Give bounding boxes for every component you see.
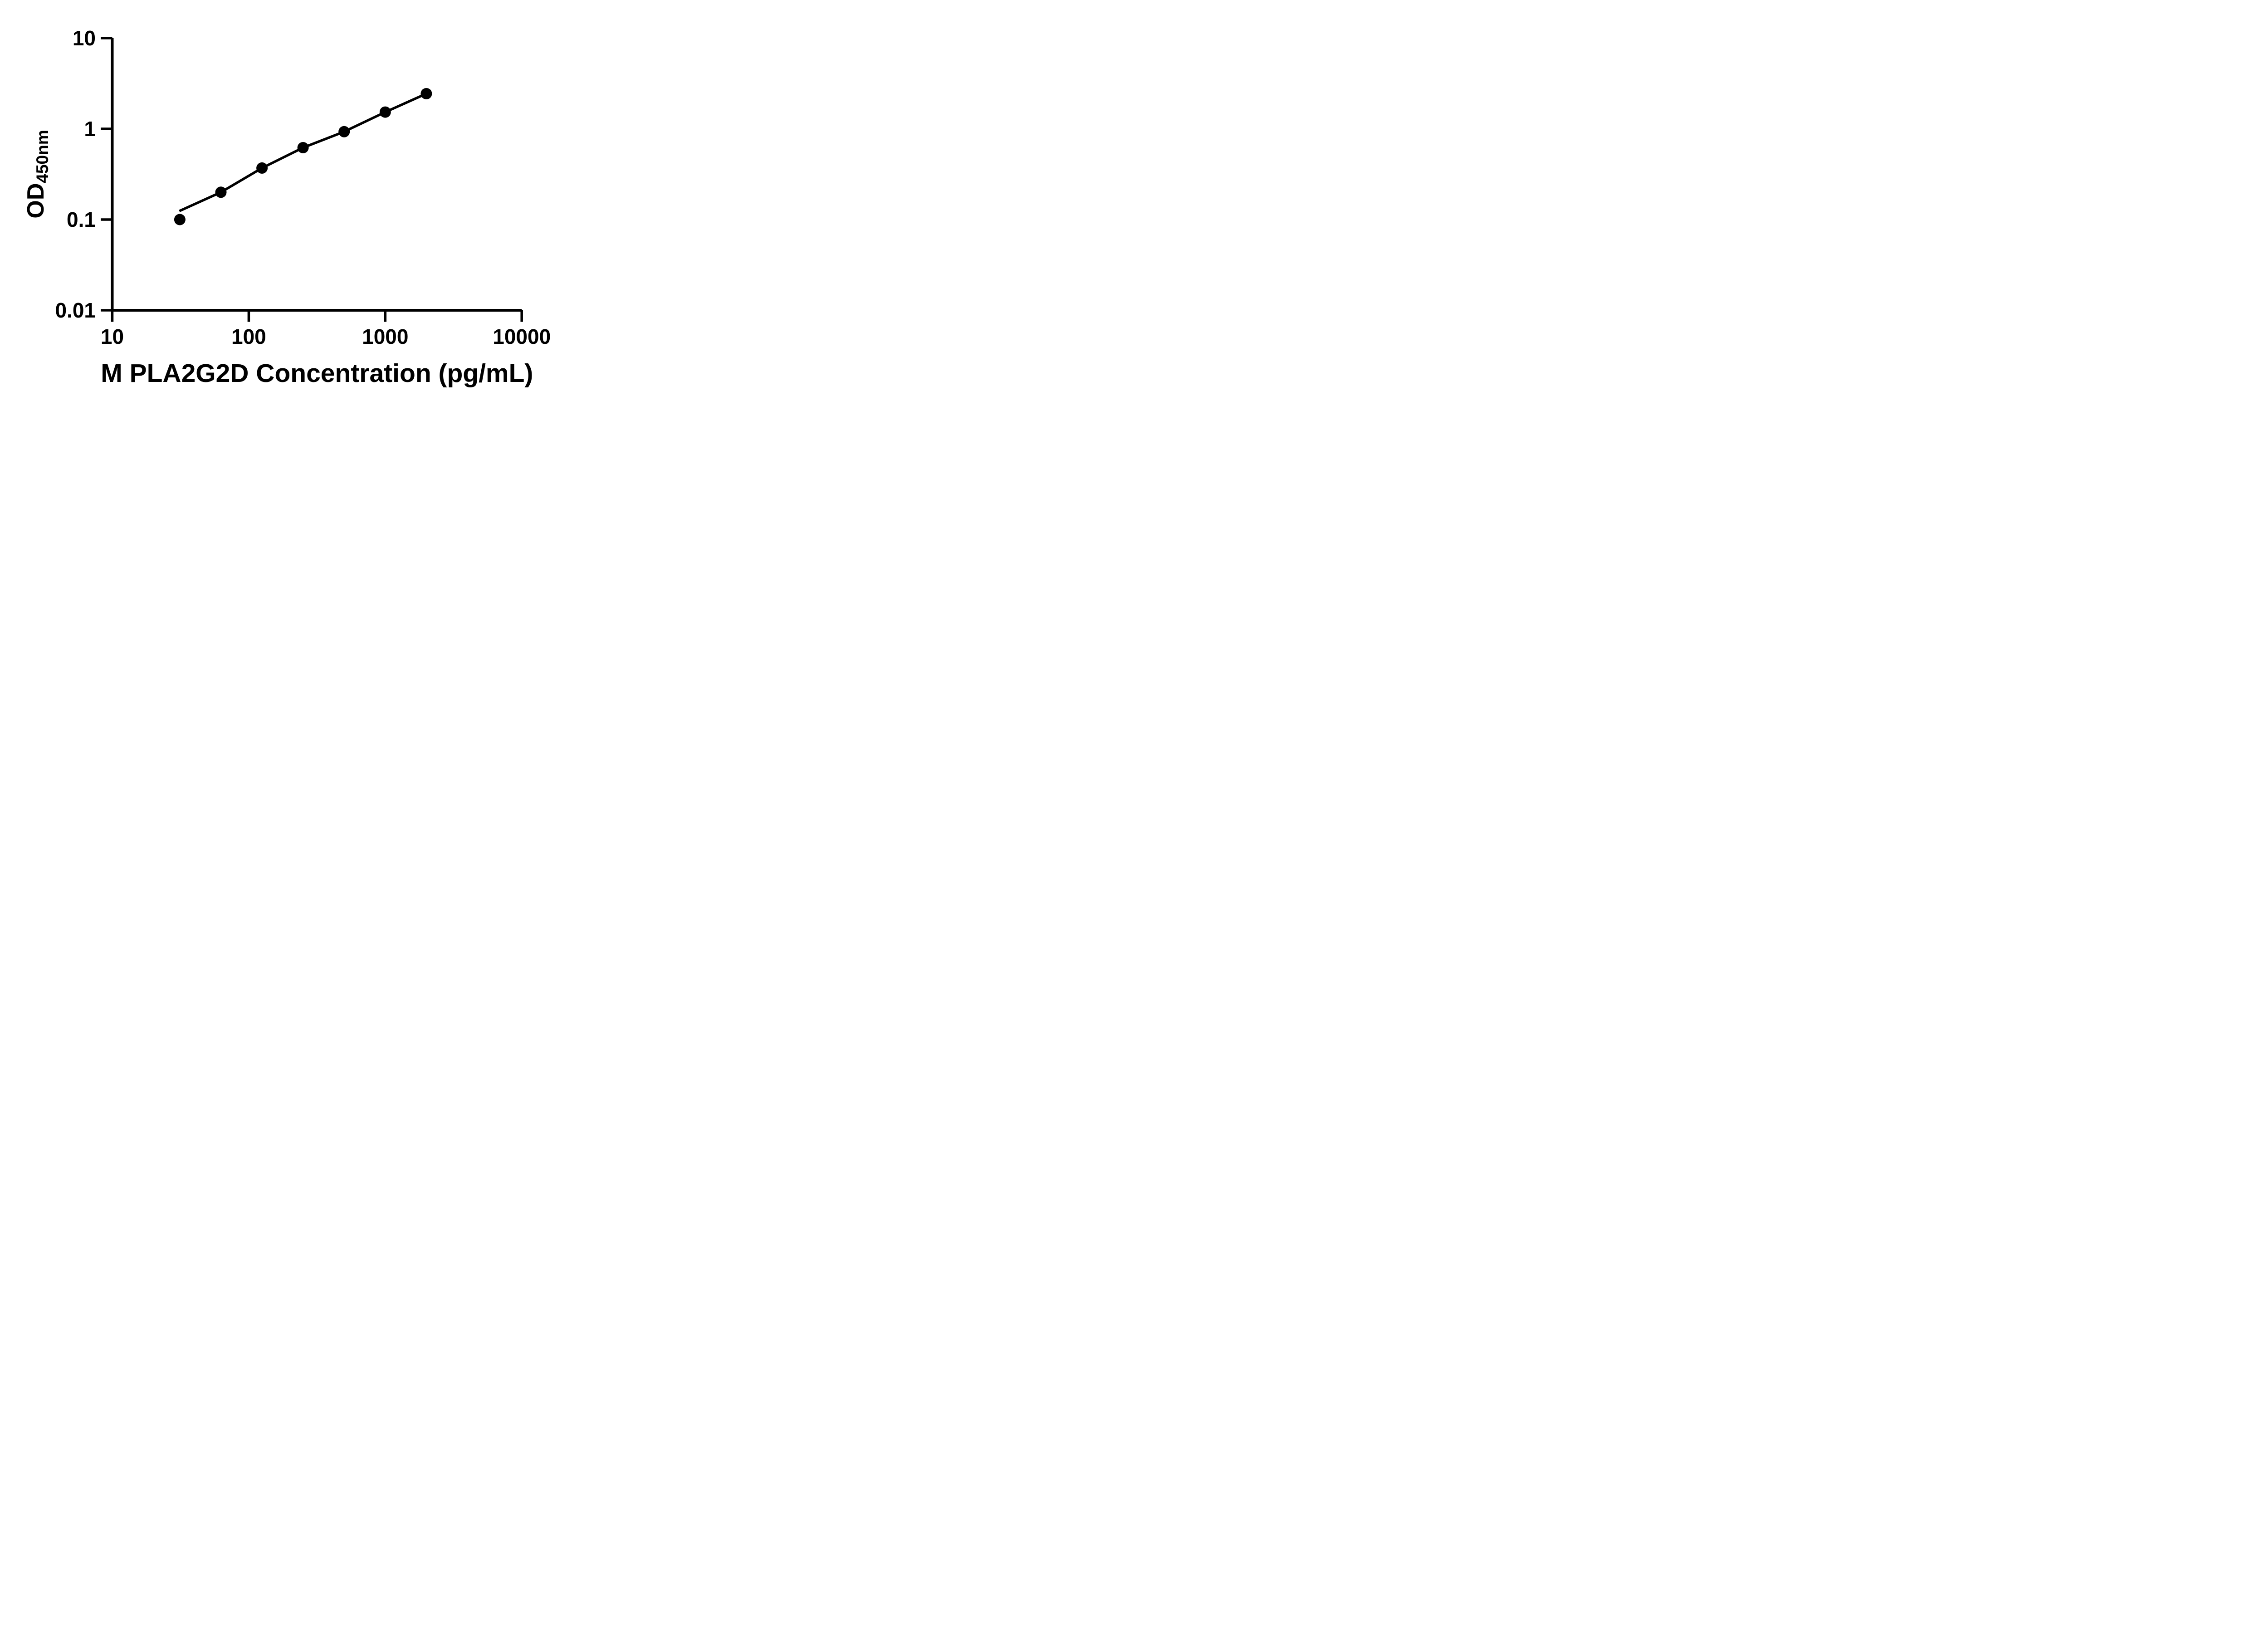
y-axis-title-subscript: 450nm [33, 130, 52, 183]
data-point [256, 162, 268, 174]
x-axis-title: M PLA2G2D Concentration (pg/mL) [101, 359, 533, 388]
data-point [215, 186, 227, 198]
x-axis-tick-label: 10 [101, 325, 124, 348]
data-point [174, 214, 186, 225]
y-axis-tick-label: 0.1 [67, 208, 96, 231]
data-point [379, 106, 391, 118]
data-point [338, 126, 350, 137]
data-point [420, 88, 432, 99]
y-axis-tick-label: 1 [84, 117, 96, 141]
x-axis-tick-label: 100 [231, 325, 266, 348]
x-axis-tick-label: 1000 [362, 325, 408, 348]
data-point [297, 142, 309, 153]
y-axis-tick-label: 0.01 [55, 298, 96, 322]
y-axis-title-main: OD [23, 183, 49, 219]
y-axis-tick-label: 10 [73, 26, 96, 50]
x-axis-tick-label: 10000 [493, 325, 551, 348]
y-axis-title: OD450nm [23, 130, 52, 218]
figure-canvas: 10 1 0.1 0.01 10 100 1000 10000 M PLA2G2D Concen… [0, 0, 583, 408]
